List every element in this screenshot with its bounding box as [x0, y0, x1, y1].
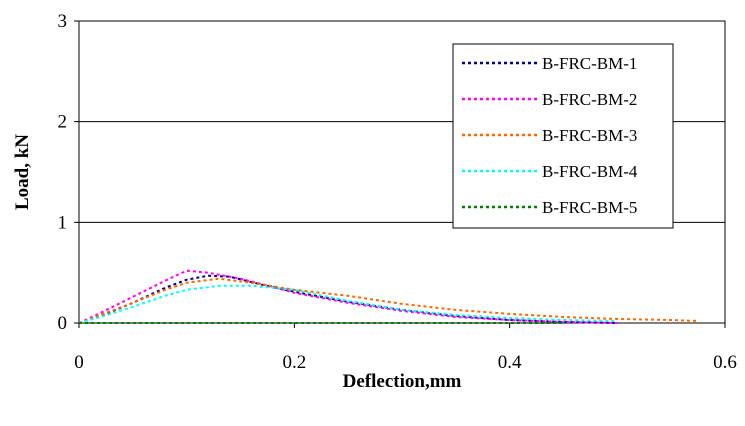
tick-labels: 0 1 2 3 0 0.2 0.4 0.6: [58, 11, 737, 373]
series-line-4: [78, 284, 618, 324]
y-tick-label: 2: [58, 112, 68, 133]
x-tick-label: 0.6: [713, 352, 737, 373]
legend-label: B-FRC-BM-2: [542, 90, 637, 109]
legend-label: B-FRC-BM-3: [542, 126, 637, 145]
legend-label: B-FRC-BM-1: [542, 54, 637, 73]
y-tick-label: 1: [58, 212, 68, 233]
legend-box: [452, 43, 674, 229]
legend-items: B-FRC-BM-1 B-FRC-BM-2 B-FRC-BM-3 B-FRC-BM-4…: [462, 54, 638, 217]
x-tick-label: 0: [74, 352, 84, 373]
x-axis-title: Deflection,mm: [343, 371, 462, 392]
x-tick-label: 0.4: [498, 352, 522, 373]
axes: [74, 20, 726, 328]
series-line-3: [78, 277, 699, 324]
legend-label: B-FRC-BM-4: [542, 162, 638, 181]
series-line-1: [78, 274, 618, 324]
series-lines: [78, 269, 699, 324]
plot-area-frame: [78, 20, 726, 324]
y-axis-title: Load, kN: [12, 134, 33, 210]
x-tick-label: 0.2: [282, 352, 306, 373]
legend-label: B-FRC-BM-5: [542, 198, 637, 217]
y-tick-label: 0: [58, 313, 68, 334]
y-tick-label: 3: [58, 11, 68, 32]
legend: B-FRC-BM-1 B-FRC-BM-2 B-FRC-BM-3 B-FRC-BM-4…: [452, 43, 674, 229]
